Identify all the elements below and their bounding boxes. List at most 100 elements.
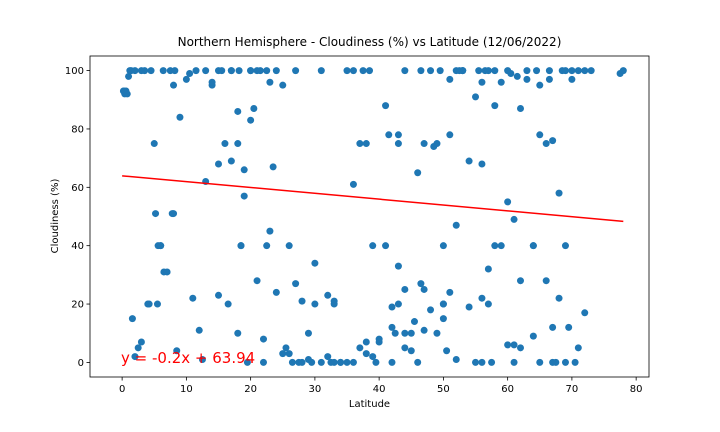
data-point bbox=[433, 140, 441, 148]
data-point bbox=[308, 358, 316, 366]
data-point bbox=[317, 358, 325, 366]
data-point bbox=[507, 70, 515, 78]
data-point bbox=[256, 67, 264, 75]
data-point bbox=[266, 227, 274, 235]
data-point bbox=[565, 323, 573, 331]
data-point bbox=[446, 75, 454, 83]
data-point bbox=[120, 87, 128, 95]
data-point bbox=[145, 300, 153, 308]
data-point bbox=[128, 315, 136, 323]
data-point bbox=[542, 277, 550, 285]
data-point bbox=[311, 300, 319, 308]
data-point bbox=[269, 163, 277, 171]
data-point bbox=[401, 285, 409, 293]
plot-frame bbox=[89, 55, 650, 378]
data-point bbox=[420, 326, 428, 334]
y-tick-label: 40 bbox=[71, 241, 84, 252]
data-point bbox=[192, 67, 200, 75]
data-point bbox=[484, 300, 492, 308]
data-point bbox=[491, 67, 499, 75]
data-point bbox=[504, 341, 512, 349]
data-point bbox=[227, 67, 235, 75]
x-tick-label: 40 bbox=[373, 384, 386, 395]
y-tick-label: 60 bbox=[71, 183, 84, 194]
data-point bbox=[478, 294, 486, 302]
y-tick-label: 80 bbox=[71, 124, 84, 135]
data-point bbox=[420, 285, 428, 293]
data-point bbox=[443, 347, 451, 355]
data-point bbox=[247, 67, 255, 75]
data-point bbox=[304, 329, 312, 337]
data-point bbox=[134, 344, 142, 352]
data-point bbox=[561, 67, 569, 75]
data-point bbox=[157, 242, 165, 250]
data-point bbox=[221, 140, 229, 148]
x-axis: 0 10 20 30 40 50 60 70 80 bbox=[119, 377, 643, 395]
data-point bbox=[362, 140, 370, 148]
data-point bbox=[513, 72, 521, 80]
data-point bbox=[472, 358, 480, 366]
data-point bbox=[536, 81, 544, 89]
data-point bbox=[137, 67, 145, 75]
data-point bbox=[170, 81, 178, 89]
data-point bbox=[237, 242, 245, 250]
data-point bbox=[587, 67, 595, 75]
data-point bbox=[427, 306, 435, 314]
data-point bbox=[131, 67, 139, 75]
data-point bbox=[472, 93, 480, 101]
data-point bbox=[488, 358, 496, 366]
data-point bbox=[549, 137, 557, 145]
data-point bbox=[619, 67, 627, 75]
x-tick-label: 50 bbox=[437, 384, 450, 395]
data-point bbox=[153, 300, 161, 308]
data-point bbox=[581, 67, 589, 75]
data-point bbox=[359, 67, 367, 75]
x-tick-label: 80 bbox=[630, 384, 643, 395]
data-point bbox=[218, 67, 226, 75]
regression-line bbox=[122, 175, 624, 223]
data-point bbox=[369, 242, 377, 250]
data-point bbox=[235, 67, 243, 75]
data-point bbox=[475, 67, 483, 75]
data-point bbox=[288, 358, 296, 366]
data-point bbox=[536, 358, 544, 366]
data-point bbox=[417, 280, 425, 288]
data-point bbox=[285, 242, 293, 250]
data-point bbox=[529, 242, 537, 250]
data-point bbox=[324, 353, 332, 361]
data-point bbox=[285, 350, 293, 358]
data-point bbox=[394, 131, 402, 139]
data-point bbox=[152, 210, 160, 218]
data-point bbox=[446, 288, 454, 296]
data-point bbox=[240, 192, 248, 200]
data-point bbox=[356, 140, 364, 148]
data-point bbox=[581, 309, 589, 317]
data-point bbox=[330, 300, 338, 308]
data-point bbox=[452, 221, 460, 229]
data-point bbox=[369, 353, 377, 361]
data-point bbox=[414, 169, 422, 177]
data-point bbox=[298, 358, 306, 366]
data-point bbox=[561, 242, 569, 250]
data-point bbox=[176, 113, 184, 121]
data-point bbox=[516, 344, 524, 352]
data-point bbox=[317, 67, 325, 75]
data-point bbox=[465, 157, 473, 165]
data-point bbox=[549, 323, 557, 331]
data-point bbox=[259, 335, 267, 343]
data-point bbox=[516, 105, 524, 113]
data-point bbox=[465, 303, 473, 311]
data-point bbox=[163, 268, 171, 276]
data-point bbox=[414, 358, 422, 366]
data-point bbox=[279, 350, 287, 358]
data-point bbox=[292, 280, 300, 288]
data-point bbox=[234, 329, 242, 337]
data-point bbox=[394, 300, 402, 308]
data-point bbox=[407, 329, 415, 337]
data-point bbox=[394, 140, 402, 148]
data-point bbox=[568, 75, 576, 83]
data-point bbox=[478, 160, 486, 168]
data-point bbox=[510, 358, 518, 366]
data-point bbox=[349, 180, 357, 188]
data-point bbox=[272, 288, 280, 296]
